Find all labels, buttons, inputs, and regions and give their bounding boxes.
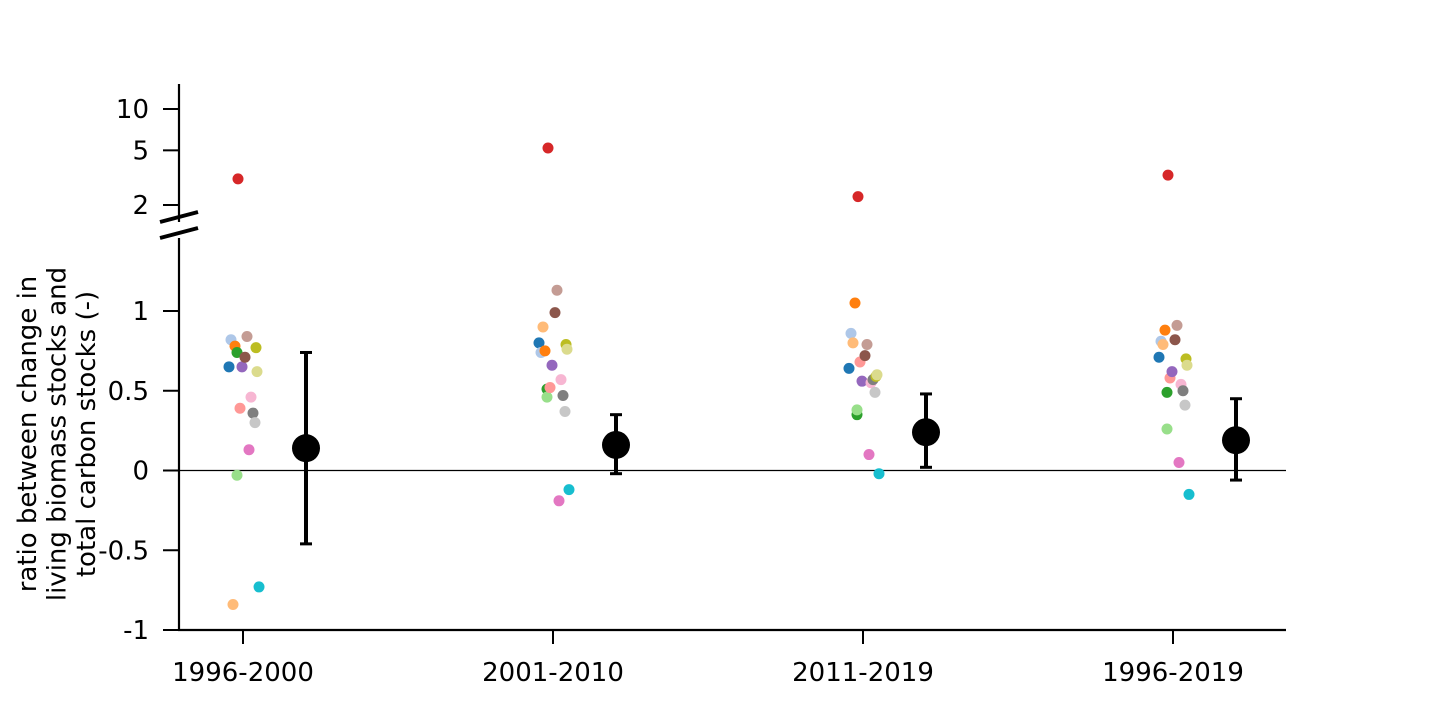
data-point xyxy=(559,405,571,417)
data-point xyxy=(873,468,885,480)
x-tick-label: 1996-2019 xyxy=(1102,658,1244,688)
x-tick-label: 2011-2019 xyxy=(792,658,934,688)
data-point xyxy=(1162,169,1174,181)
data-point xyxy=(847,337,859,349)
data-point xyxy=(1166,366,1178,378)
data-point xyxy=(845,327,857,339)
data-point xyxy=(239,351,251,363)
data-point xyxy=(243,444,255,456)
data-point xyxy=(1171,319,1183,331)
data-point xyxy=(232,173,244,185)
x-tick-label: 1996-2000 xyxy=(172,658,314,688)
data-point xyxy=(253,581,265,593)
data-point xyxy=(544,382,556,394)
data-point xyxy=(1173,457,1185,469)
y-axis-label-line: total carbon stocks (-) xyxy=(72,291,102,577)
data-point xyxy=(851,404,863,416)
mean-marker xyxy=(602,430,630,459)
y-tick-label: 1 xyxy=(132,297,149,327)
data-point xyxy=(849,297,861,309)
data-point xyxy=(245,391,257,403)
data-point xyxy=(223,361,235,373)
data-point xyxy=(546,359,558,371)
data-point xyxy=(537,321,549,333)
data-point xyxy=(247,407,259,419)
data-point xyxy=(856,375,868,387)
data-point xyxy=(541,391,553,403)
data-point xyxy=(551,284,563,296)
y-axis-label-line: ratio between change in xyxy=(13,276,43,593)
y-tick-label: 5 xyxy=(132,136,149,166)
data-point xyxy=(1161,386,1173,398)
data-point xyxy=(553,495,565,507)
data-point xyxy=(1179,399,1191,411)
data-point xyxy=(1177,385,1189,397)
data-point xyxy=(542,142,554,154)
data-point xyxy=(236,361,248,373)
mean-marker xyxy=(292,434,320,463)
data-point xyxy=(1153,351,1165,363)
data-point xyxy=(533,337,545,349)
data-point xyxy=(859,350,871,362)
data-point xyxy=(863,449,875,461)
data-point xyxy=(1169,334,1181,346)
data-point xyxy=(861,338,873,350)
data-point xyxy=(249,417,261,429)
data-point xyxy=(231,346,243,358)
data-point xyxy=(549,307,561,319)
data-point xyxy=(852,191,864,203)
data-point xyxy=(557,390,569,402)
y-axis-label: ratio between change inliving biomass st… xyxy=(13,267,102,601)
data-point xyxy=(869,386,881,398)
data-point xyxy=(241,331,253,343)
axis-break-mark xyxy=(159,226,199,240)
data-point xyxy=(1161,423,1173,435)
x-tick-label: 2001-2010 xyxy=(482,658,624,688)
data-point xyxy=(1183,488,1195,500)
y-tick-label: 0 xyxy=(132,457,149,487)
y-tick-label: -0.5 xyxy=(98,536,149,566)
data-point xyxy=(561,343,573,355)
data-point xyxy=(1157,338,1169,350)
data-point xyxy=(539,345,551,357)
y-tick-label: -1 xyxy=(123,616,149,646)
data-point xyxy=(251,366,263,378)
mean-marker xyxy=(912,418,940,447)
y-tick-label: 2 xyxy=(132,191,149,221)
mean-marker xyxy=(1222,426,1250,455)
y-tick-label: 10 xyxy=(116,95,149,125)
axis-break-mark xyxy=(159,210,199,224)
data-point xyxy=(563,484,575,496)
data-point xyxy=(843,362,855,374)
data-point xyxy=(234,402,246,414)
data-point xyxy=(227,598,239,610)
y-tick-label: 0.5 xyxy=(108,377,149,407)
data-point xyxy=(250,342,262,354)
y-axis-label-line: living biomass stocks and xyxy=(43,267,73,601)
data-point xyxy=(1181,359,1193,371)
data-point xyxy=(231,469,243,481)
data-point xyxy=(871,369,883,381)
data-point xyxy=(1159,324,1171,336)
data-point xyxy=(555,374,567,386)
